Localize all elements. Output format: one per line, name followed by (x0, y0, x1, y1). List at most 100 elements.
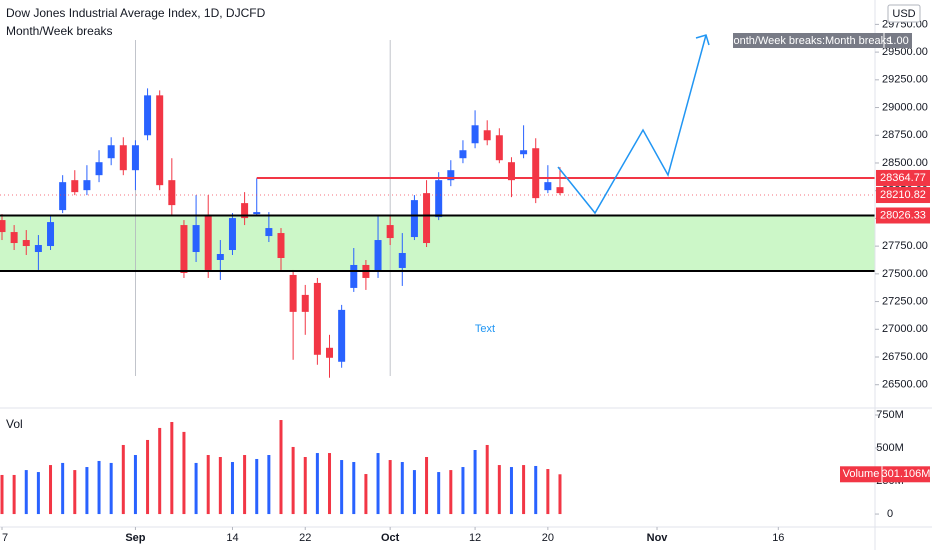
candle-body (34, 245, 42, 253)
volume-name: Volume (843, 468, 880, 480)
volume-bar (49, 465, 53, 515)
volume-tick-label: 0 (887, 508, 893, 520)
volume-bar (412, 470, 416, 515)
volume-bar (437, 472, 441, 515)
volume-bar (388, 460, 392, 515)
y-tick-label: 29500.00 (882, 46, 928, 58)
y-tick-label: 27500.00 (882, 268, 928, 280)
y-tick-label: 27000.00 (882, 323, 928, 335)
volume-bar (121, 444, 125, 515)
volume-bar (509, 467, 513, 515)
candle-body (144, 95, 152, 136)
volume-bar (461, 467, 465, 515)
candle-body (301, 294, 309, 312)
y-tick-label: 29250.00 (882, 74, 928, 86)
candle-body (313, 282, 321, 355)
volume-bar (218, 457, 222, 515)
volume-bar (24, 470, 28, 515)
candle-body (216, 254, 224, 260)
y-tick-label: 28750.00 (882, 129, 928, 141)
y-tick-label: 26500.00 (882, 379, 928, 391)
x-tick-label: Sep (125, 532, 145, 544)
volume-bar (36, 472, 40, 515)
candle-body (241, 203, 249, 219)
volume-bar (534, 465, 538, 515)
volume-bar (315, 453, 319, 515)
candle-body (350, 264, 358, 288)
volume-bar (497, 465, 501, 515)
candle-body (520, 150, 528, 155)
volume-bar (12, 474, 16, 515)
volume-bar (61, 462, 65, 515)
candle-body (277, 233, 285, 258)
candle-body (204, 215, 212, 270)
y-tick-label: 27750.00 (882, 240, 928, 252)
volume-bar (0, 474, 4, 515)
volume-bar (303, 457, 307, 515)
currency: USD (892, 8, 915, 20)
candle-body (22, 240, 30, 247)
candle-body (253, 212, 261, 215)
volume-bar (558, 474, 562, 515)
candle-body (10, 232, 18, 244)
indicator-box (733, 33, 912, 48)
mark-layer (0, 88, 875, 515)
candle-body (119, 145, 127, 171)
candle-body (0, 220, 6, 233)
grid-layer (135, 40, 391, 376)
x-tick-label: 20 (542, 532, 554, 544)
candle-body (423, 193, 431, 244)
volume-bar (352, 462, 356, 515)
volume-bar (206, 455, 210, 515)
volume-bar (133, 455, 137, 515)
volume-bar (279, 420, 283, 515)
candle-body (59, 182, 67, 211)
level-label: 28364.77 (880, 172, 926, 184)
volume-bar (376, 453, 380, 515)
candle-body (398, 253, 406, 268)
volume-tick-label: 750M (876, 409, 904, 421)
y-tick-label: 28500.00 (882, 157, 928, 169)
volume-bar (109, 462, 113, 515)
candle-body (156, 95, 164, 186)
candle-body (95, 162, 103, 176)
x-tick-label: 22 (299, 532, 311, 544)
last-price-label: 28210.82 (880, 189, 926, 201)
candle-body (47, 222, 55, 247)
candle-body (532, 148, 540, 199)
candle-body (168, 180, 176, 206)
volume-bar (97, 460, 101, 515)
chart-subtitle: Month/Week breaks (6, 24, 113, 38)
volume-bar (522, 465, 526, 515)
volume-bar (194, 462, 198, 515)
chart-title: Dow Jones Industrial Average Index, 1D, … (6, 6, 266, 20)
candle-body (374, 240, 382, 272)
volume-bar (400, 462, 404, 515)
volume-bar (243, 455, 247, 515)
y-tick-label: 29000.00 (882, 101, 928, 113)
x-tick-label: 12 (469, 532, 481, 544)
candle-body (228, 218, 236, 251)
candle-body (180, 225, 188, 273)
last-price-box (876, 187, 930, 204)
text-annotation: Text (475, 323, 495, 335)
volume-bar (340, 460, 344, 515)
volume-bar (170, 422, 174, 515)
candle-body (495, 135, 503, 161)
projection-path (557, 34, 707, 215)
currency-box[interactable] (887, 4, 921, 23)
candle-body (544, 182, 552, 191)
candle-body (459, 150, 467, 159)
volume-tick-label: 500M (876, 442, 904, 454)
x-tick-label: 14 (226, 532, 238, 544)
candle-body (471, 125, 479, 144)
volume-bar (546, 469, 550, 515)
volume-bar (364, 474, 368, 515)
indicator-value: 1.00 (887, 35, 908, 47)
x-tick-label: Nov (647, 532, 669, 544)
candle-body (386, 225, 394, 239)
candle-body (192, 225, 200, 253)
volume-bar (230, 462, 234, 515)
candle-body (131, 145, 139, 171)
